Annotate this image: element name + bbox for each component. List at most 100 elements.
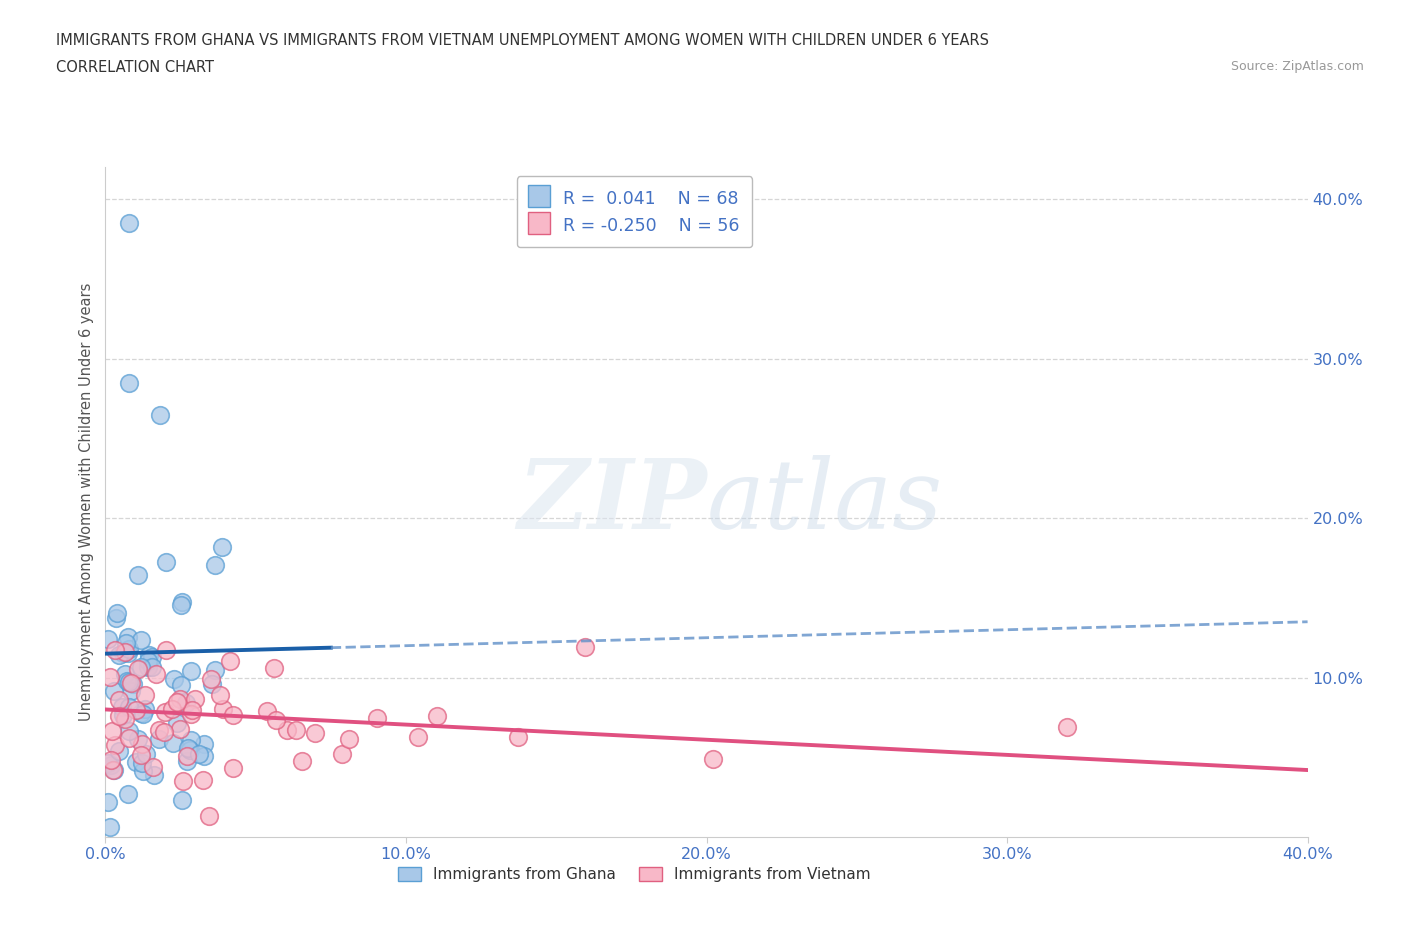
Point [180,707,202,722]
Point [191,773,214,788]
Point [153,724,176,739]
Point [97,794,120,809]
Point [136,654,159,669]
Point [200,671,222,686]
Text: atlas: atlas [707,455,942,550]
Point [366,711,388,725]
Point [108,648,131,663]
Point [284,723,307,737]
Point [187,747,209,762]
Point [1056,720,1078,735]
Point [330,747,353,762]
Point [117,673,139,688]
Point [112,708,135,723]
Point [155,704,177,719]
Point [406,729,429,744]
Point [166,695,188,710]
Point [131,748,153,763]
Point [122,676,145,691]
Point [108,744,131,759]
Point [426,709,449,724]
Point [118,730,141,745]
Point [337,732,360,747]
Text: ZIP: ZIP [517,455,707,550]
Point [162,736,184,751]
Point [160,702,183,717]
Point [204,557,226,572]
Point [208,688,231,703]
Point [127,731,149,746]
Point [184,692,207,707]
Text: IMMIGRANTS FROM GHANA VS IMMIGRANTS FROM VIETNAM UNEMPLOYMENT AMONG WOMEN WITH C: IMMIGRANTS FROM GHANA VS IMMIGRANTS FROM… [56,33,990,47]
Point [141,650,163,665]
Point [138,648,160,663]
Point [304,725,326,740]
Point [118,216,141,231]
Point [105,610,128,625]
Point [101,724,124,738]
Point [291,753,314,768]
Point [103,763,125,777]
Point [110,699,132,714]
Point [125,754,148,769]
Point [155,555,177,570]
Point [172,774,194,789]
Point [135,747,157,762]
Point [180,732,202,747]
Point [118,724,141,738]
Point [103,763,125,777]
Point [211,539,233,554]
Point [98,819,121,834]
Text: CORRELATION CHART: CORRELATION CHART [56,60,214,75]
Legend: Immigrants from Ghana, Immigrants from Vietnam: Immigrants from Ghana, Immigrants from V… [391,859,879,890]
Point [132,706,155,721]
Point [104,737,127,752]
Point [204,663,226,678]
Point [163,671,186,686]
Point [141,659,163,674]
Point [127,661,149,676]
Point [172,594,194,609]
Point [118,674,141,689]
Text: Source: ZipAtlas.com: Source: ZipAtlas.com [1230,60,1364,73]
Point [117,630,139,644]
Point [120,684,142,698]
Point [97,631,120,646]
Point [136,659,159,674]
Point [148,407,170,422]
Point [574,640,596,655]
Point [103,684,125,698]
Point [120,676,142,691]
Point [125,702,148,717]
Point [176,754,198,769]
Point [702,751,724,766]
Point [166,715,188,730]
Point [100,752,122,767]
Point [108,709,131,724]
Point [104,643,127,658]
Point [172,792,194,807]
Point [170,598,193,613]
Point [114,667,136,682]
Point [174,696,197,711]
Point [276,723,298,737]
Point [117,787,139,802]
Point [155,643,177,658]
Point [131,737,153,751]
Point [97,756,120,771]
Point [111,645,134,660]
Point [222,761,245,776]
Point [169,721,191,736]
Point [263,661,285,676]
Point [108,693,131,708]
Point [118,375,141,390]
Y-axis label: Unemployment Among Women with Children Under 6 years: Unemployment Among Women with Children U… [79,283,94,722]
Point [169,691,191,706]
Point [105,605,128,620]
Point [131,755,153,770]
Point [170,678,193,693]
Point [114,644,136,659]
Point [117,645,139,660]
Point [127,567,149,582]
Point [180,663,202,678]
